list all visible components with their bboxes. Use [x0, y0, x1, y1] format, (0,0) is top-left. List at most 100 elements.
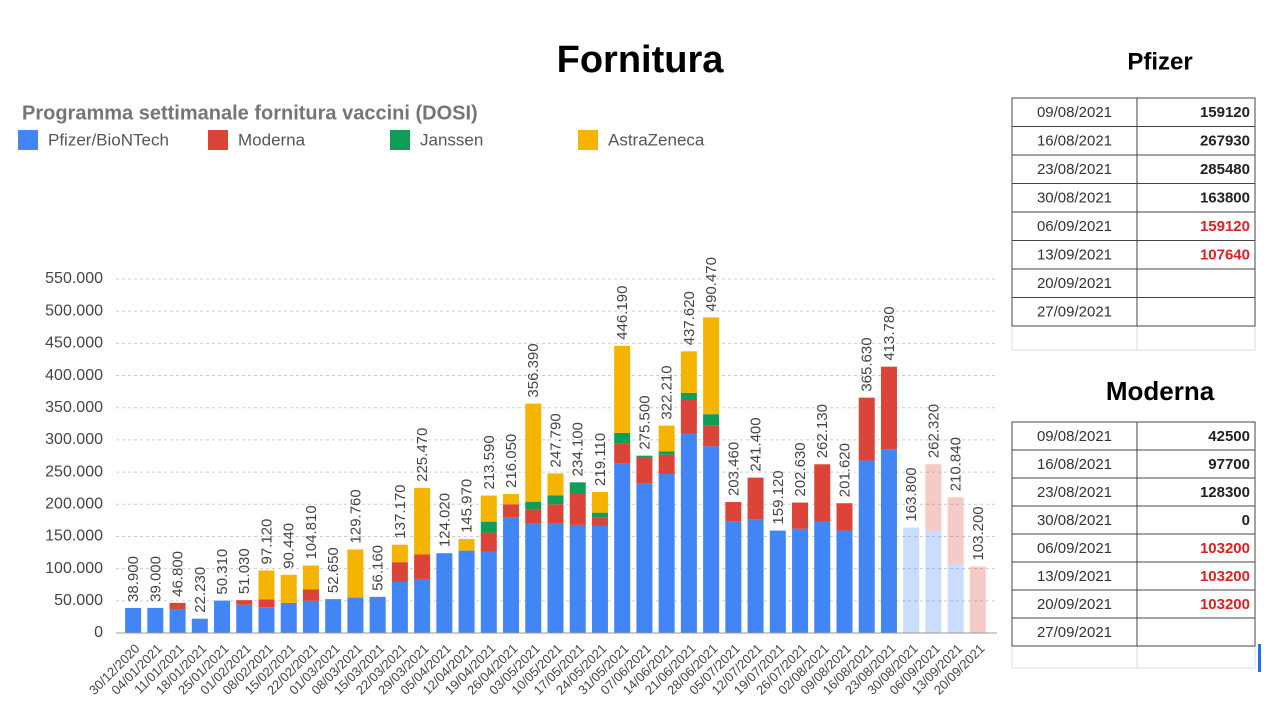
- y-tick-label: 250.000: [45, 463, 103, 480]
- bar-segment: [391, 544, 408, 563]
- total-label: 203.460: [725, 442, 742, 496]
- bar-segment: [636, 483, 653, 633]
- table-value: 267930: [1200, 133, 1250, 150]
- bar-segment: [814, 521, 831, 633]
- bar-segment: [969, 566, 986, 633]
- bar-segment: [280, 574, 297, 603]
- bar-segment: [614, 463, 631, 633]
- total-label: 51.030: [236, 548, 253, 594]
- total-label: 437.620: [681, 291, 698, 345]
- total-label: 137.170: [392, 484, 409, 538]
- total-label: 50.310: [214, 549, 231, 595]
- total-label: 124.020: [436, 493, 453, 547]
- total-label: 145.970: [459, 479, 476, 533]
- bar-segment: [880, 366, 897, 450]
- total-label: 446.190: [614, 286, 631, 340]
- table-date: 20/09/2021: [1037, 596, 1112, 613]
- bar-segment: [547, 495, 564, 505]
- bar-segment: [391, 581, 408, 633]
- table-date: 13/09/2021: [1037, 247, 1112, 264]
- total-label: 262.320: [925, 404, 942, 458]
- bar-segment: [591, 517, 608, 526]
- bar-segment: [436, 553, 453, 633]
- table-date: 27/09/2021: [1037, 624, 1112, 641]
- total-label: 202.630: [792, 442, 809, 496]
- table-value: 163800: [1200, 190, 1250, 207]
- bar-segment: [658, 474, 675, 633]
- bar-segment: [614, 443, 631, 464]
- bar-segment: [480, 532, 497, 552]
- bar-segment: [814, 464, 831, 522]
- bar-segment: [836, 530, 853, 633]
- table-date: 16/08/2021: [1037, 456, 1112, 473]
- bar-segment: [258, 570, 275, 600]
- y-tick-label: 300.000: [45, 431, 103, 448]
- bar-segment: [191, 618, 208, 633]
- bar-segment: [636, 455, 653, 458]
- bar-segment: [858, 460, 875, 633]
- bar-segment: [169, 609, 186, 633]
- table-date: 09/08/2021: [1037, 104, 1112, 121]
- total-label: 413.780: [881, 306, 898, 360]
- bar-segment: [569, 524, 586, 633]
- bar-segment: [458, 550, 475, 633]
- bar-segment: [280, 602, 297, 633]
- bar-segment: [880, 449, 897, 633]
- bar-segment: [369, 596, 386, 633]
- bar-segment: [636, 457, 653, 484]
- bar-segment: [947, 563, 964, 633]
- total-label: 97.120: [258, 519, 275, 565]
- bar-segment: [147, 607, 164, 633]
- table-value: 103200: [1200, 596, 1250, 613]
- total-label: 159.120: [770, 470, 787, 524]
- bar-segment: [480, 521, 497, 533]
- table-title: Moderna: [1106, 376, 1215, 406]
- table-date: 16/08/2021: [1037, 133, 1112, 150]
- total-label: 262.130: [814, 404, 831, 458]
- bar-segment: [302, 565, 319, 590]
- bar-segment: [703, 425, 720, 447]
- table-value: 159120: [1200, 218, 1250, 235]
- total-label: 46.800: [170, 551, 187, 597]
- bar-segment: [258, 607, 275, 633]
- bar-segment: [680, 351, 697, 393]
- bar-segment: [125, 607, 142, 633]
- bar-segment: [258, 599, 275, 608]
- bar-segment: [480, 495, 497, 522]
- total-label: 103.200: [970, 506, 987, 560]
- bar-segment: [302, 600, 319, 633]
- table-date: 23/08/2021: [1037, 484, 1112, 501]
- bar-segment: [503, 493, 520, 505]
- legend-label: Pfizer/BioNTech: [48, 130, 169, 149]
- total-label: 490.470: [703, 257, 720, 311]
- bar-segment: [547, 473, 564, 496]
- bar-segment: [414, 578, 431, 633]
- bar-segment: [414, 554, 431, 579]
- table-date: 06/09/2021: [1037, 540, 1112, 557]
- total-label: 241.400: [748, 417, 765, 471]
- bar-segment: [169, 602, 186, 610]
- bar-segment: [503, 517, 520, 633]
- table-date: 30/08/2021: [1037, 190, 1112, 207]
- bar-segment: [547, 523, 564, 633]
- total-label: 129.760: [347, 489, 364, 543]
- total-label: 201.620: [836, 443, 853, 497]
- table-value: 285480: [1200, 161, 1250, 178]
- total-label: 213.590: [481, 435, 498, 489]
- bar-segment: [591, 525, 608, 633]
- bar-segment: [614, 345, 631, 433]
- bar-segment: [569, 482, 586, 494]
- legend-swatch: [18, 130, 38, 150]
- y-tick-label: 450.000: [45, 335, 103, 352]
- bar-segment: [725, 502, 742, 522]
- bar-segment: [703, 446, 720, 633]
- total-label: 38.900: [125, 556, 142, 602]
- legend-label: Moderna: [238, 130, 306, 149]
- table-value: 97700: [1208, 456, 1250, 473]
- bar-segment: [591, 512, 608, 518]
- total-label: 219.110: [592, 433, 609, 486]
- bar-segment: [525, 523, 542, 633]
- total-label: 247.790: [547, 413, 564, 467]
- total-label: 90.440: [281, 523, 298, 569]
- total-label: 216.050: [503, 434, 520, 488]
